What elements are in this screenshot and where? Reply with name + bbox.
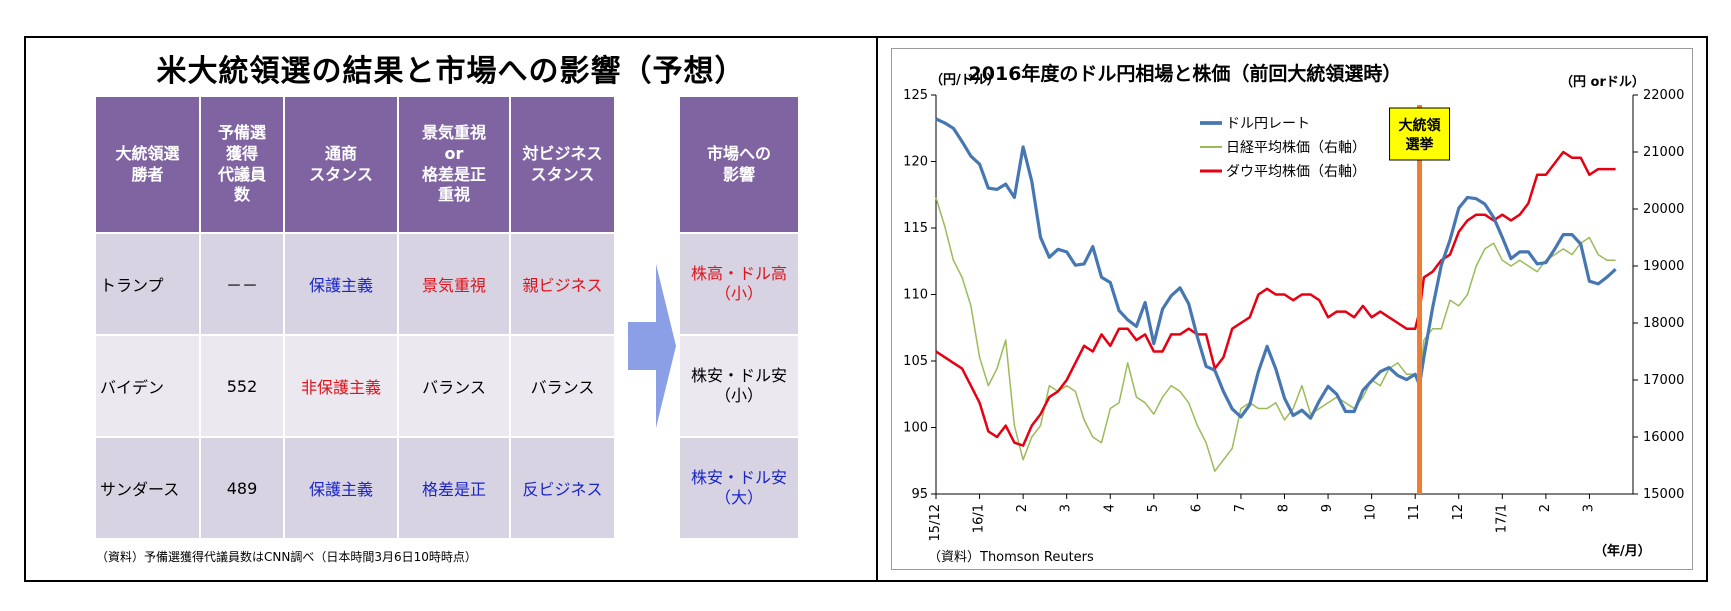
left-tick-label: 105: [903, 354, 928, 369]
election-impact-table: 大統領選 勝者 予備選 獲得 代議員 数 通商 スタンス 景気重視 or 格差是…: [96, 97, 614, 538]
chart-source-note: （資料）Thomson Reuters: [928, 550, 1094, 565]
x-tick-label: 7: [1233, 504, 1248, 512]
x-tick-label: 2: [1015, 504, 1030, 512]
legend-label: ダウ平均株価（右軸）: [1226, 164, 1366, 180]
header-business-stance: 対ビジネス スタンス: [510, 97, 614, 233]
x-tick-label: 3: [1059, 504, 1074, 512]
right-tick-label: 21000: [1643, 145, 1684, 160]
cell-economy-stance: バランス: [398, 334, 511, 437]
cell-candidate: トランプ: [96, 232, 201, 335]
x-tick-label: 2: [1538, 504, 1553, 512]
cell-candidate: バイデン: [96, 334, 201, 437]
x-tick-label: 4: [1102, 504, 1117, 512]
left-axis-unit: （円/ドル）: [930, 72, 1000, 88]
left-tick-label: 110: [903, 288, 928, 303]
right-tick-label: 19000: [1643, 259, 1684, 274]
market-impact-cell: 株高・ドル高 （小）: [680, 232, 798, 334]
x-tick-label: 12: [1451, 504, 1466, 521]
right-tick-label: 18000: [1643, 316, 1684, 331]
x-tick-label: 16/1: [972, 504, 987, 533]
figure-frame: [24, 36, 1708, 582]
x-tick-label: 10: [1364, 504, 1379, 521]
right-tick-label: 20000: [1643, 202, 1684, 217]
left-tick-label: 115: [903, 221, 928, 236]
cell-trade-stance: 非保護主義: [284, 334, 399, 437]
market-impact-column: 市場への 影響 株高・ドル高 （小） 株安・ドル安 （小） 株安・ドル安 （大）: [680, 97, 798, 538]
right-tick-label: 15000: [1643, 487, 1684, 502]
market-impact-cell: 株安・ドル安 （大）: [680, 436, 798, 538]
election-annotation-text: 大統領: [1399, 117, 1442, 134]
left-tick-label: 120: [903, 155, 928, 170]
x-axis-label: （年/月）: [1594, 543, 1651, 559]
series-line-0: [935, 117, 1617, 420]
x-tick-label: 11: [1407, 504, 1422, 521]
x-tick-label: 3: [1581, 504, 1596, 512]
table-row: サンダース 489 保護主義 格差是正 反ビジネス: [96, 436, 614, 538]
election-annotation-text: 選挙: [1406, 136, 1435, 153]
cell-economy-stance: 景気重視: [398, 232, 511, 335]
cell-business-stance: 反ビジネス: [510, 436, 614, 538]
x-tick-label: 15/12: [928, 504, 943, 541]
cell-business-stance: バランス: [510, 334, 614, 437]
x-tick-label: 17/1: [1494, 504, 1509, 533]
cell-delegates: －－: [200, 232, 285, 335]
x-tick-label: 6: [1189, 504, 1204, 512]
cell-delegates: 552: [200, 334, 285, 437]
left-tick-label: 100: [903, 421, 928, 436]
x-tick-label: 5: [1146, 504, 1161, 512]
x-tick-label: 8: [1277, 504, 1292, 512]
table-header-row: 大統領選 勝者 予備選 獲得 代議員 数 通商 スタンス 景気重視 or 格差是…: [96, 97, 614, 233]
table-source-note: （資料）予備選獲得代議員数はCNN調べ（日本時間3月6日10時時点）: [96, 550, 477, 564]
chart-frame: [891, 48, 1693, 570]
x-tick-label: 9: [1320, 504, 1335, 512]
right-tick-label: 22000: [1643, 88, 1684, 103]
panel-divider: [876, 36, 878, 582]
header-trade-stance: 通商 スタンス: [284, 97, 399, 233]
right-tick-label: 16000: [1643, 430, 1684, 445]
right-axis-unit: （円 orドル）: [1560, 74, 1645, 90]
table-row: バイデン 552 非保護主義 バランス バランス: [96, 334, 614, 437]
chart-title: 2016年度のドル円相場と株価（前回大統領選時）: [969, 62, 1402, 85]
left-tick-label: 95: [911, 487, 928, 502]
header-economy-or-inequality: 景気重視 or 格差是正 重視: [398, 97, 511, 233]
market-impact-header: 市場への 影響: [680, 97, 798, 232]
series-line-2: [935, 150, 1616, 447]
header-winner: 大統領選 勝者: [96, 97, 201, 233]
cell-economy-stance: 格差是正: [398, 436, 511, 538]
cell-trade-stance: 保護主義: [284, 232, 399, 335]
market-impact-cell: 株安・ドル安 （小）: [680, 334, 798, 436]
cell-delegates: 489: [200, 436, 285, 538]
right-arrow-icon: [628, 264, 676, 428]
right-tick-label: 17000: [1643, 373, 1684, 388]
cell-trade-stance: 保護主義: [284, 436, 399, 538]
header-delegates: 予備選 獲得 代議員 数: [200, 97, 285, 233]
left-panel-title: 米大統領選の結果と市場への影響（予想）: [156, 54, 746, 89]
cell-business-stance: 親ビジネス: [510, 232, 614, 335]
cell-candidate: サンダース: [96, 436, 201, 538]
table-row: トランプ －－ 保護主義 景気重視 親ビジネス: [96, 232, 614, 335]
legend-label: 日経平均株価（右軸）: [1226, 140, 1366, 156]
series-line-1: [935, 197, 1616, 472]
left-tick-label: 125: [903, 88, 928, 103]
legend-label: ドル円レート: [1226, 116, 1310, 132]
election-annotation-box: [1389, 107, 1451, 161]
